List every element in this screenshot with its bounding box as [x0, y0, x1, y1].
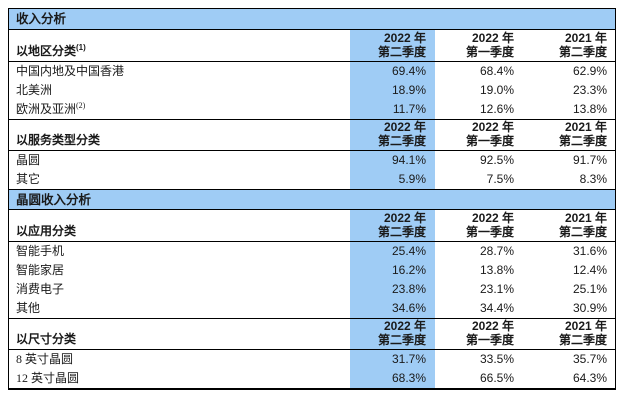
row-label: 消费电子	[16, 282, 65, 296]
col-header-2021-q2: 2021 年第二季度	[558, 211, 607, 239]
col-header-2022-q2: 2022 年第二季度	[350, 30, 435, 61]
revenue-analysis-table: 收入分析 以地区分类(1) 2022 年第二季度 2022 年第一季度 2021…	[8, 8, 616, 390]
value-2021-q2: 64.3%	[572, 371, 607, 385]
section-label-region-text: 以地区分类	[16, 44, 77, 58]
value-2021-q2: 30.9%	[572, 301, 607, 315]
table-row-wafer: 晶圆 94.1% 92.5% 91.7%	[9, 151, 615, 170]
value-2022-q1: 7.5%	[486, 172, 514, 186]
value-2022-q2: 69.4%	[350, 62, 435, 81]
value-2022-q2: 16.2%	[350, 261, 435, 280]
value-2021-q2: 31.6%	[572, 244, 607, 258]
value-2022-q1: 33.5%	[479, 352, 514, 366]
value-2021-q2: 23.3%	[572, 83, 607, 97]
value-2022-q2: 34.6%	[350, 299, 435, 318]
row-label: 其他	[16, 301, 41, 315]
col-header-2022-q1: 2022 年第一季度	[465, 120, 514, 148]
table-row-12-inch-wafer: 12 英寸晶圆 68.3% 66.5% 64.3%	[9, 369, 615, 388]
value-2021-q2: 13.8%	[572, 102, 607, 116]
section-label-application: 以应用分类	[9, 210, 350, 241]
col-header-2021-q2: 2021 年第二季度	[558, 120, 607, 148]
column-header-row-region: 以地区分类(1) 2022 年第二季度 2022 年第一季度 2021 年第二季…	[9, 30, 615, 62]
col-header-2021-q2: 2021 年第二季度	[558, 319, 607, 347]
column-header-row-application: 以应用分类 2022 年第二季度 2022 年第一季度 2021 年第二季度	[9, 210, 615, 242]
value-2022-q1: 28.7%	[479, 244, 514, 258]
table-row-north-america: 北美洲 18.9% 19.0% 23.3%	[9, 81, 615, 100]
section-label-application-text: 以应用分类	[16, 224, 77, 238]
value-2022-q1: 66.5%	[479, 371, 514, 385]
value-2022-q2: 31.7%	[350, 350, 435, 369]
value-2021-q2: 62.9%	[572, 64, 607, 78]
value-2021-q2: 8.3%	[579, 172, 607, 186]
row-label: 其它	[16, 172, 41, 186]
row-label: 12 英寸晶圆	[16, 371, 80, 385]
value-2022-q2: 25.4%	[350, 242, 435, 261]
footnote-ref-1: (1)	[76, 43, 86, 52]
value-2021-q2: 35.7%	[572, 352, 607, 366]
row-label: 智能家居	[16, 263, 65, 277]
table-row-others-service: 其它 5.9% 7.5% 8.3%	[9, 170, 615, 189]
value-2022-q2: 5.9%	[350, 170, 435, 189]
row-label: 智能手机	[16, 244, 65, 258]
row-label: 欧洲及亚洲(2)	[16, 101, 86, 117]
value-2022-q1: 13.8%	[479, 263, 514, 277]
col-header-2022-q1: 2022 年第一季度	[465, 319, 514, 347]
band-revenue-analysis: 收入分析	[9, 9, 615, 30]
section-label-service-type-text: 以服务类型分类	[16, 133, 101, 147]
section-label-service-type: 以服务类型分类	[9, 120, 350, 150]
table-row-europe-asia: 欧洲及亚洲(2) 11.7% 12.6% 13.8%	[9, 100, 615, 119]
table-row-smartphone: 智能手机 25.4% 28.7% 31.6%	[9, 242, 615, 261]
value-2022-q2: 94.1%	[350, 151, 435, 170]
col-header-2022-q2: 2022 年第二季度	[350, 319, 435, 349]
table-row-consumer-electronics: 消费电子 23.8% 23.1% 25.1%	[9, 280, 615, 299]
value-2022-q2: 18.9%	[350, 81, 435, 100]
table-row-smart-home: 智能家居 16.2% 13.8% 12.4%	[9, 261, 615, 280]
col-header-2022-q2: 2022 年第二季度	[350, 210, 435, 241]
table-row-8-inch-wafer: 8 英寸晶圆 31.7% 33.5% 35.7%	[9, 350, 615, 369]
table-row-others-application: 其他 34.6% 34.4% 30.9%	[9, 299, 615, 318]
row-label: 晶圆	[16, 153, 41, 167]
row-label: 中国内地及中国香港	[16, 64, 125, 78]
col-header-2021-q2: 2021 年第二季度	[558, 31, 607, 59]
value-2022-q1: 68.4%	[479, 64, 514, 78]
row-label: 北美洲	[16, 83, 53, 97]
band-wafer-revenue-analysis: 晶圆收入分析	[9, 189, 615, 210]
value-2021-q2: 12.4%	[572, 263, 607, 277]
table-row-china-hk: 中国内地及中国香港 69.4% 68.4% 62.9%	[9, 62, 615, 81]
value-2022-q1: 34.4%	[479, 301, 514, 315]
value-2022-q1: 19.0%	[479, 83, 514, 97]
section-label-region: 以地区分类(1)	[9, 30, 350, 61]
col-header-2022-q1: 2022 年第一季度	[465, 31, 514, 59]
value-2022-q2: 23.8%	[350, 280, 435, 299]
column-header-row-service-type: 以服务类型分类 2022 年第二季度 2022 年第一季度 2021 年第二季度	[9, 119, 615, 151]
value-2022-q2: 68.3%	[350, 369, 435, 388]
value-2022-q2: 11.7%	[350, 100, 435, 119]
value-2022-q1: 92.5%	[479, 153, 514, 167]
col-header-2022-q2: 2022 年第二季度	[350, 120, 435, 150]
col-header-2022-q1: 2022 年第一季度	[465, 211, 514, 239]
section-label-size: 以尺寸分类	[9, 319, 350, 349]
band-revenue-analysis-title: 收入分析	[16, 12, 67, 26]
value-2021-q2: 91.7%	[572, 153, 607, 167]
section-label-size-text: 以尺寸分类	[16, 332, 77, 346]
band-wafer-revenue-analysis-title: 晶圆收入分析	[16, 193, 92, 207]
column-header-row-size: 以尺寸分类 2022 年第二季度 2022 年第一季度 2021 年第二季度	[9, 318, 615, 350]
value-2021-q2: 25.1%	[572, 282, 607, 296]
value-2022-q1: 12.6%	[479, 102, 514, 116]
row-label: 8 英寸晶圆	[16, 352, 74, 366]
footnote-ref-2: (2)	[76, 101, 86, 110]
value-2022-q1: 23.1%	[479, 282, 514, 296]
